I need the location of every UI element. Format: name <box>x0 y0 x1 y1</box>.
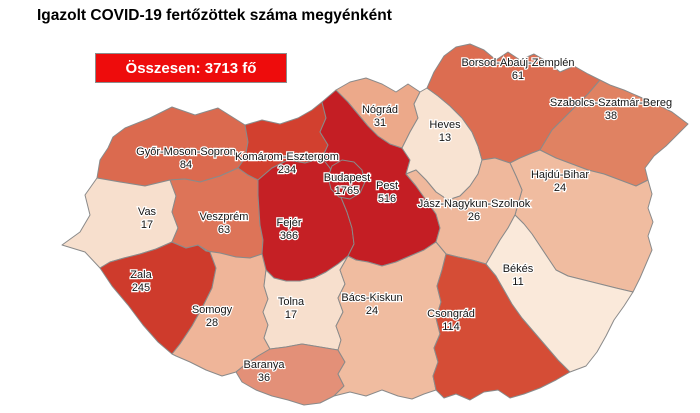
county-label-baranya: Baranya <box>244 359 286 371</box>
county-value-komarom-esztergom: 234 <box>278 164 296 176</box>
county-region-budapest <box>327 159 366 200</box>
county-value-hajdu-bihar: 24 <box>554 182 566 194</box>
county-label-hajdu-bihar: Hajdú-Bihar <box>531 169 589 181</box>
county-regions <box>61 43 689 406</box>
county-region-jasz-nagykun-szolnok <box>405 157 523 265</box>
county-value-szabolcs-szatmar-bereg: 38 <box>605 110 617 122</box>
county-label-csongrad: Csongrád <box>427 308 475 320</box>
county-value-nograd: 31 <box>374 117 386 129</box>
county-label-szabolcs-szatmar-bereg: Szabolcs-Szatmár-Bereg <box>550 97 672 109</box>
county-label-fejer: Fejér <box>276 217 301 229</box>
county-value-budapest: 1765 <box>335 185 359 197</box>
county-label-komarom-esztergom: Komárom-Esztergom <box>235 151 339 163</box>
county-label-bacs-kiskun: Bács-Kiskun <box>341 292 402 304</box>
county-value-zala: 245 <box>132 282 150 294</box>
county-label-somogy: Somogy <box>192 304 233 316</box>
county-value-tolna: 17 <box>285 309 297 321</box>
county-value-baranya: 36 <box>258 372 270 384</box>
county-label-tolna: Tolna <box>278 296 305 308</box>
county-value-jasz-nagykun-szolnok: 26 <box>468 211 480 223</box>
county-value-heves: 13 <box>439 132 451 144</box>
county-label-nograd: Nógrád <box>362 104 398 116</box>
county-value-borsod-abauj-zemplen: 61 <box>512 70 524 82</box>
county-label-veszprem: Veszprém <box>200 211 249 223</box>
county-label-gyor-moson-sopron: Győr-Moson-Sopron <box>136 146 236 158</box>
total-badge: Összesen: 3713 fő <box>95 53 287 83</box>
county-labels: Győr-Moson-Sopron 84 Vas 17 Zala 245 Ves… <box>129 56 673 385</box>
county-label-zala: Zala <box>130 269 152 281</box>
county-value-gyor-moson-sopron: 84 <box>180 159 192 171</box>
county-label-heves: Heves <box>429 119 461 131</box>
county-value-pest: 516 <box>378 193 396 205</box>
county-label-vas: Vas <box>138 206 157 218</box>
county-value-somogy: 28 <box>206 317 218 329</box>
county-value-bekes: 11 <box>512 276 523 288</box>
county-value-csongrad: 114 <box>442 321 460 333</box>
county-region-bekes <box>485 214 634 373</box>
county-label-bekes: Békés <box>503 263 534 275</box>
county-label-budapest: Budapest <box>324 172 370 184</box>
county-label-jasz-nagykun-szolnok: Jász-Nagykun-Szolnok <box>418 198 531 210</box>
county-label-pest: Pest <box>376 180 398 192</box>
county-value-veszprem: 63 <box>218 224 230 236</box>
county-value-vas: 17 <box>141 219 153 231</box>
county-value-fejer: 366 <box>280 230 298 242</box>
page-title: Igazolt COVID-19 fertőzöttek száma megyé… <box>37 7 392 24</box>
county-label-borsod-abauj-zemplen: Borsod-Abaúj-Zemplén <box>461 57 574 69</box>
county-region-bacs-kiskun <box>333 241 447 400</box>
county-value-bacs-kiskun: 24 <box>366 305 378 317</box>
